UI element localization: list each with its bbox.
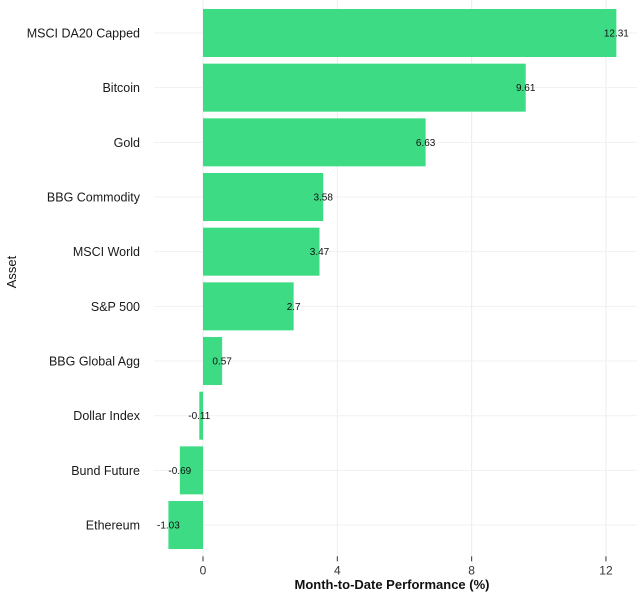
- category-label: Bitcoin: [102, 81, 140, 95]
- bar: [168, 501, 203, 550]
- data-label: 9.61: [516, 83, 536, 94]
- data-label: 3.58: [313, 193, 333, 204]
- category-label: MSCI DA20 Capped: [27, 27, 140, 41]
- bar: [203, 118, 426, 167]
- bar: [203, 63, 526, 112]
- data-label: 0.57: [212, 357, 232, 368]
- data-label: 3.47: [310, 247, 330, 258]
- bars-layer: [168, 9, 617, 550]
- bar: [203, 227, 320, 276]
- x-tick-label: 0: [200, 563, 207, 577]
- category-labels: MSCI DA20 Capped Bitcoin Gold BBG Commodity…: [27, 27, 141, 533]
- x-axis-ticks: 0 4 8 12: [200, 556, 613, 577]
- bar: [203, 337, 223, 386]
- y-axis-title: Asset: [4, 255, 19, 288]
- data-label: -0.69: [168, 466, 191, 477]
- category-label: Dollar Index: [73, 409, 140, 423]
- category-label: Gold: [114, 136, 140, 150]
- bar: [199, 391, 203, 440]
- data-labels: 12.31 9.61 6.63 3.58 3.47 2.7 0.57 -0.11 -0.69 -1…: [157, 29, 629, 532]
- bar: [179, 446, 203, 495]
- data-label: -0.11: [188, 411, 210, 422]
- bar: [203, 282, 294, 331]
- bar: [203, 173, 324, 222]
- category-label: MSCI World: [73, 245, 140, 259]
- category-label: Bund Future: [71, 464, 140, 478]
- category-label: BBG Commodity: [47, 191, 141, 205]
- data-label: -1.03: [157, 521, 180, 532]
- bar: [203, 9, 617, 57]
- x-axis-title: Month-to-Date Performance (%): [294, 577, 489, 592]
- x-tick-label: 8: [468, 563, 475, 577]
- category-label: S&P 500: [91, 300, 140, 314]
- x-tick-label: 12: [599, 563, 613, 577]
- data-label: 6.63: [416, 138, 436, 149]
- x-tick-label: 4: [334, 563, 341, 577]
- category-label: BBG Global Agg: [49, 355, 140, 369]
- category-label: Ethereum: [86, 519, 140, 533]
- data-label: 2.7: [287, 302, 301, 313]
- data-label: 12.31: [604, 29, 629, 40]
